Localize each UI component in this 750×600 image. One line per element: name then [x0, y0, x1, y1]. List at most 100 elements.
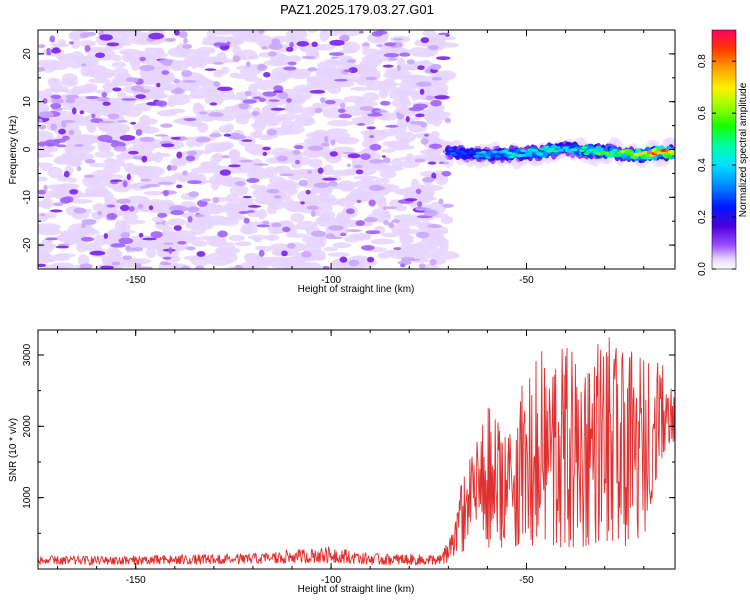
noise-blob [240, 225, 259, 235]
noise-blob-strong [221, 155, 230, 159]
noise-blob-strong [404, 198, 418, 202]
noise-blob-strong [285, 46, 294, 52]
noise-blob-strong [176, 184, 183, 189]
noise-blob [250, 183, 260, 190]
noise-blob [57, 86, 69, 92]
noise-blob [227, 35, 244, 45]
noise-blob [307, 30, 318, 33]
noise-blob-strong [130, 85, 145, 92]
noise-blob [79, 40, 97, 47]
noise-blob-strong [346, 163, 352, 168]
noise-blob-strong [311, 230, 327, 237]
noise-blob [255, 245, 265, 251]
noise-blob-strong [43, 184, 48, 192]
noise-blob-strong [333, 78, 348, 82]
noise-blob [136, 239, 162, 249]
noise-blob [361, 178, 373, 184]
noise-blob-strong [49, 35, 56, 43]
noise-blob-strong [174, 87, 182, 93]
noise-blob [91, 67, 115, 80]
noise-blob [151, 209, 176, 214]
noise-blob [228, 234, 245, 242]
noise-blob [223, 201, 238, 212]
noise-blob-strong [166, 164, 173, 171]
noise-blob-strong [195, 136, 211, 143]
noise-blob-strong [188, 191, 200, 198]
band-core [484, 155, 492, 159]
noise-blob-strong [63, 170, 70, 178]
noise-blob [47, 61, 70, 70]
noise-blob [98, 122, 111, 133]
noise-blob [145, 247, 157, 259]
noise-blob [436, 42, 460, 48]
noise-blob [350, 86, 373, 92]
noise-blob-strong [128, 150, 139, 155]
band-core [630, 155, 637, 159]
noise-blob-strong [244, 90, 252, 97]
band-core [663, 152, 670, 156]
noise-blob-strong [355, 220, 365, 227]
noise-blob-strong [300, 201, 305, 205]
noise-blob-strong [150, 231, 163, 239]
noise-blob-strong [370, 186, 386, 190]
noise-blob-strong [273, 195, 282, 199]
noise-blob [88, 78, 111, 84]
noise-blob-strong [262, 151, 268, 157]
noise-blob [348, 233, 372, 239]
noise-blob-strong [138, 266, 153, 269]
noise-blob-strong [144, 183, 161, 188]
noise-blob-strong [162, 256, 172, 260]
noise-blob [332, 81, 355, 88]
noise-blob-strong [133, 247, 144, 252]
noise-blob [120, 219, 146, 225]
noise-blob-strong [364, 216, 378, 223]
noise-blob [415, 254, 440, 259]
noise-blob-strong [84, 45, 91, 52]
noise-blob [290, 213, 305, 223]
noise-blob-strong [50, 94, 62, 100]
noise-blob-strong [45, 142, 54, 147]
noise-blob [297, 88, 313, 101]
noise-blob-strong [39, 213, 46, 217]
x-tick-label: -50 [519, 575, 534, 586]
noise-blob-strong [427, 45, 439, 51]
noise-blob [243, 252, 261, 261]
noise-blob-strong [281, 250, 288, 257]
noise-blob [229, 72, 241, 78]
noise-blob-strong [84, 159, 96, 164]
noise-blob [66, 116, 89, 121]
band-core [456, 153, 464, 157]
noise-blob [186, 136, 195, 148]
noise-blob [300, 107, 316, 118]
noise-blob [259, 256, 282, 267]
noise-blob [191, 167, 217, 174]
noise-blob-strong [324, 135, 329, 143]
noise-blob-strong [258, 30, 265, 35]
noise-blob-strong [52, 202, 64, 207]
noise-blob-strong [384, 42, 396, 47]
noise-blob-strong [420, 37, 430, 44]
noise-blob-strong [416, 81, 432, 87]
noise-blob [131, 60, 141, 72]
noise-blob [327, 252, 351, 257]
noise-blob-strong [204, 68, 217, 71]
noise-blob-strong [58, 128, 66, 135]
noise-blob-strong [245, 61, 251, 68]
band-core [447, 147, 454, 151]
noise-blob [412, 154, 435, 160]
noise-blob-strong [368, 199, 376, 207]
noise-blob [300, 261, 322, 269]
noise-blob-strong [438, 198, 444, 205]
noise-blob [377, 197, 388, 210]
noise-blob [335, 212, 348, 224]
noise-blob-strong [116, 119, 128, 123]
noise-blob-strong [283, 66, 297, 71]
noise-blob [360, 130, 380, 135]
noise-blob-strong [243, 217, 250, 224]
noise-blob-strong [307, 145, 324, 151]
noise-blob [395, 131, 416, 143]
colorbar-tick-label: 0.2 [697, 210, 708, 224]
noise-blob-strong [38, 66, 45, 72]
noise-blob [77, 254, 90, 267]
band-core [644, 153, 651, 157]
